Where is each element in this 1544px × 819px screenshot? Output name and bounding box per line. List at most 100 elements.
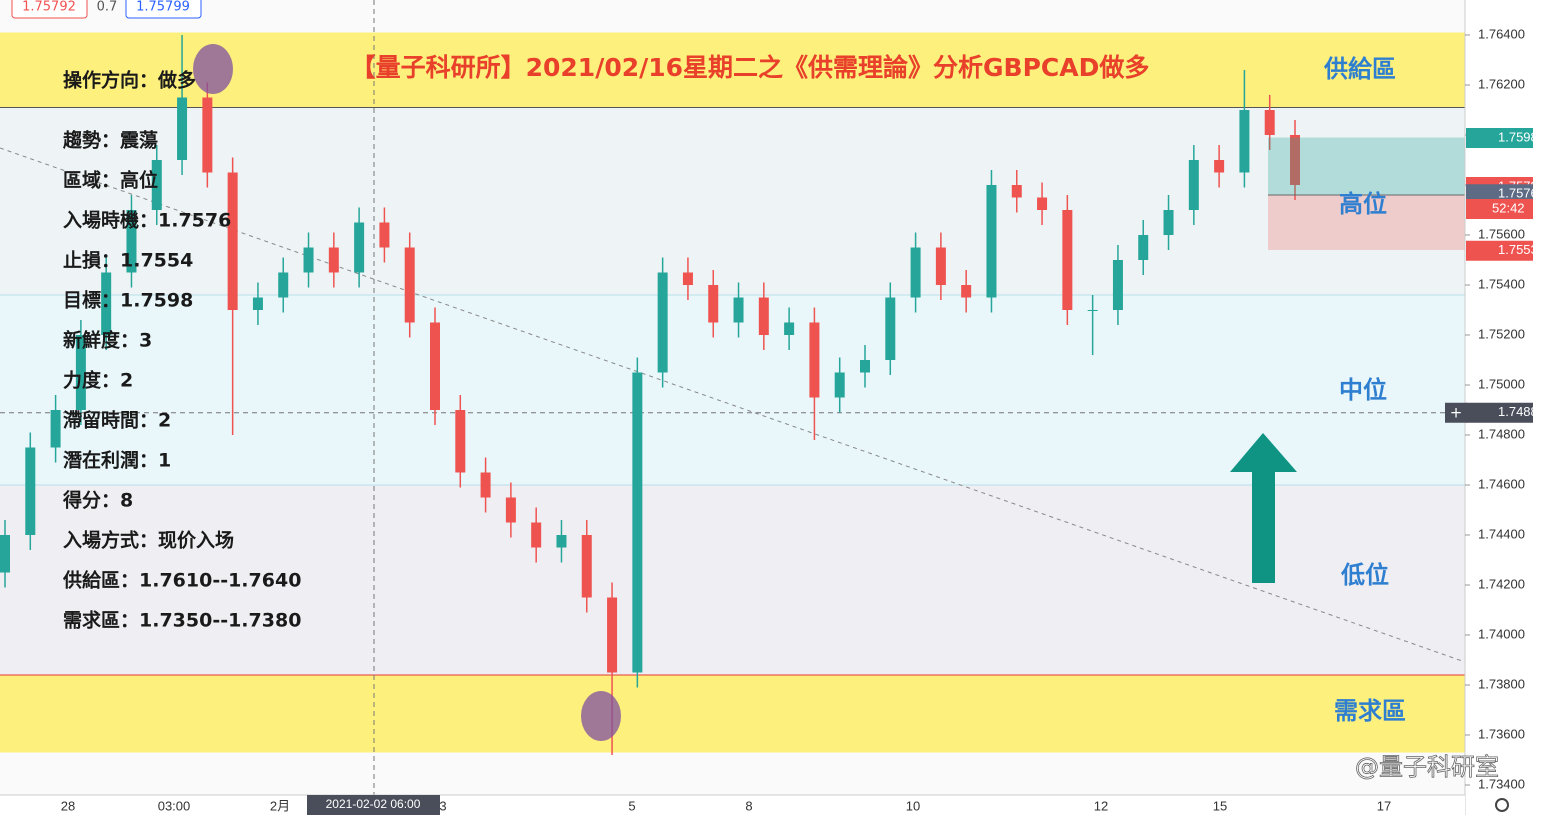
settings-icon xyxy=(1495,798,1509,812)
y-tick-label: 1.76400 xyxy=(1478,26,1525,41)
candle-body xyxy=(278,272,289,298)
x-tick-label: 28 xyxy=(61,798,75,813)
header-spread: 0.7 xyxy=(97,0,118,15)
candle-body xyxy=(151,160,162,210)
candle-body xyxy=(455,410,466,473)
candle-body xyxy=(581,535,592,598)
candle-body xyxy=(935,247,946,285)
candle-body xyxy=(531,522,542,548)
x-tick-label: 15 xyxy=(1213,798,1227,813)
panel-item: 入場時機：1.7576 xyxy=(63,209,231,232)
candle-body xyxy=(480,472,491,498)
loss-box xyxy=(1268,195,1465,250)
zone-label: 供給區 xyxy=(1323,55,1396,83)
y-tick-label: 1.73400 xyxy=(1478,776,1525,791)
zone-band xyxy=(0,107,1465,295)
candle-body xyxy=(682,272,693,285)
candle-body xyxy=(657,272,668,373)
zone-band xyxy=(0,485,1465,675)
y-tick-label: 1.74600 xyxy=(1478,476,1525,491)
x-tick-label: 2月 xyxy=(270,798,290,813)
panel-item: 止損：1.7554 xyxy=(63,250,193,272)
candle-body xyxy=(252,297,263,310)
panel-item: 趨勢：震蕩 xyxy=(62,129,158,152)
candle-body xyxy=(1037,197,1048,210)
panel-item: 得分：8 xyxy=(62,489,133,512)
y-tick-label: 1.75600 xyxy=(1478,226,1525,241)
y-tick-label: 1.73600 xyxy=(1478,726,1525,741)
price-tag-label: 1.75537 xyxy=(1498,242,1544,257)
up-arrow xyxy=(1230,433,1297,583)
panel-item: 區域：高位 xyxy=(63,169,158,192)
candle-body xyxy=(961,285,972,298)
panel-item: 潛在利潤：1 xyxy=(63,449,171,472)
crosshair-plus xyxy=(1445,402,1467,423)
x-tick-label: 5 xyxy=(628,798,635,813)
candle-body xyxy=(25,447,36,535)
panel-item: 目標：1.7598 xyxy=(63,289,193,312)
zone-band xyxy=(0,32,1465,108)
price-tag-label: 1.75763 xyxy=(1498,186,1544,201)
candle-body xyxy=(1138,235,1149,260)
candle-body xyxy=(0,535,10,573)
candle-body xyxy=(1264,110,1275,135)
profit-box xyxy=(1268,137,1465,195)
y-tick-label: 1.74200 xyxy=(1478,576,1525,591)
y-tick-label: 1.75400 xyxy=(1478,276,1525,291)
marker xyxy=(581,691,621,741)
zone-band xyxy=(0,675,1465,753)
candle-body xyxy=(404,247,415,323)
candle-body xyxy=(1062,210,1073,310)
candle-body xyxy=(910,247,921,298)
candle-body xyxy=(126,210,137,273)
candle-body xyxy=(986,185,997,298)
countdown: 52:42 xyxy=(1492,200,1525,215)
candle-body xyxy=(1112,260,1123,310)
zone-label: 中位 xyxy=(1339,376,1387,404)
zone-label: 高位 xyxy=(1339,190,1387,218)
panel-item: 操作方向：做多 xyxy=(63,69,196,92)
trend-line xyxy=(0,147,1466,663)
chart-title: 【量子科研所】2021/02/16星期二之《供需理論》分析GBPCAD做多 xyxy=(351,53,1150,82)
panel-item: 滯留時間：2 xyxy=(63,409,171,432)
panel-item: 供給區：1.7610--1.7640 xyxy=(62,569,301,592)
countdown-tag xyxy=(1466,199,1533,219)
candle-body xyxy=(784,322,795,335)
x-tick-label: 8 xyxy=(745,798,752,813)
header-ask-box xyxy=(125,0,202,19)
candle-body xyxy=(758,297,769,335)
candle-body xyxy=(885,297,896,360)
crosshair-plus-icon: + xyxy=(1450,403,1463,421)
marker xyxy=(193,44,233,94)
x-tick-label: 10 xyxy=(906,798,920,813)
price-tag xyxy=(1466,240,1533,261)
candle-body xyxy=(1239,110,1250,173)
y-tick-label: 1.74400 xyxy=(1478,526,1525,541)
candle-body xyxy=(303,247,314,273)
panel-item: 力度：2 xyxy=(63,369,133,392)
candle-body xyxy=(607,597,618,673)
candle-body xyxy=(505,497,516,523)
candle-body xyxy=(328,247,339,273)
candle-body xyxy=(1163,210,1174,235)
candle-body xyxy=(733,297,744,323)
candle-body xyxy=(379,222,390,248)
candle-body xyxy=(1011,185,1022,198)
candle-body xyxy=(1188,160,1199,210)
candle-body xyxy=(860,360,870,373)
candle-body xyxy=(101,272,112,335)
y-tick-label: 1.76200 xyxy=(1478,76,1525,91)
price-tag xyxy=(1466,128,1533,148)
candle-body xyxy=(177,97,188,160)
candle-body xyxy=(75,335,86,410)
x-tick-label: 3 xyxy=(439,798,446,813)
zone-label: 低位 xyxy=(1340,561,1389,589)
price-tag xyxy=(1466,402,1533,423)
zone-label: 需求區 xyxy=(1334,697,1406,725)
y-tick-label: 1.75000 xyxy=(1478,376,1525,391)
panel-item: 入場方式：现价入场 xyxy=(63,529,234,552)
y-tick-label: 1.75200 xyxy=(1478,326,1525,341)
header-bid-box xyxy=(11,0,88,19)
candle-body xyxy=(50,410,61,448)
header-bid: 1.75792 xyxy=(22,0,76,15)
